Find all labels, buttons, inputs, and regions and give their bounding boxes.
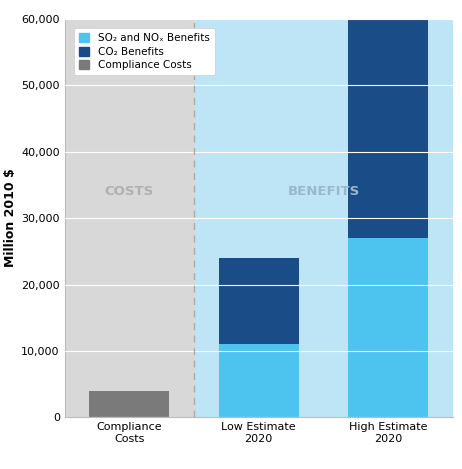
Legend: SO₂ and NOₓ Benefits, CO₂ Benefits, Compliance Costs: SO₂ and NOₓ Benefits, CO₂ Benefits, Comp…	[74, 28, 215, 76]
Text: COSTS: COSTS	[105, 185, 154, 198]
Text: BENEFITS: BENEFITS	[287, 185, 359, 198]
Y-axis label: Million 2010 $: Million 2010 $	[4, 169, 17, 267]
Bar	[348, 19, 428, 238]
Bar	[195, 19, 453, 417]
Bar	[219, 258, 299, 344]
Bar	[348, 238, 428, 417]
Bar	[89, 391, 170, 417]
Bar	[65, 19, 194, 417]
Bar	[219, 344, 299, 417]
Text: SO₂, NOₓ, and CO₂ (2020): SO₂, NOₓ, and CO₂ (2020)	[12, 37, 188, 50]
Text: Figure 4: Estimated Costs and Benefits From Reductions in: Figure 4: Estimated Costs and Benefits F…	[12, 12, 425, 25]
